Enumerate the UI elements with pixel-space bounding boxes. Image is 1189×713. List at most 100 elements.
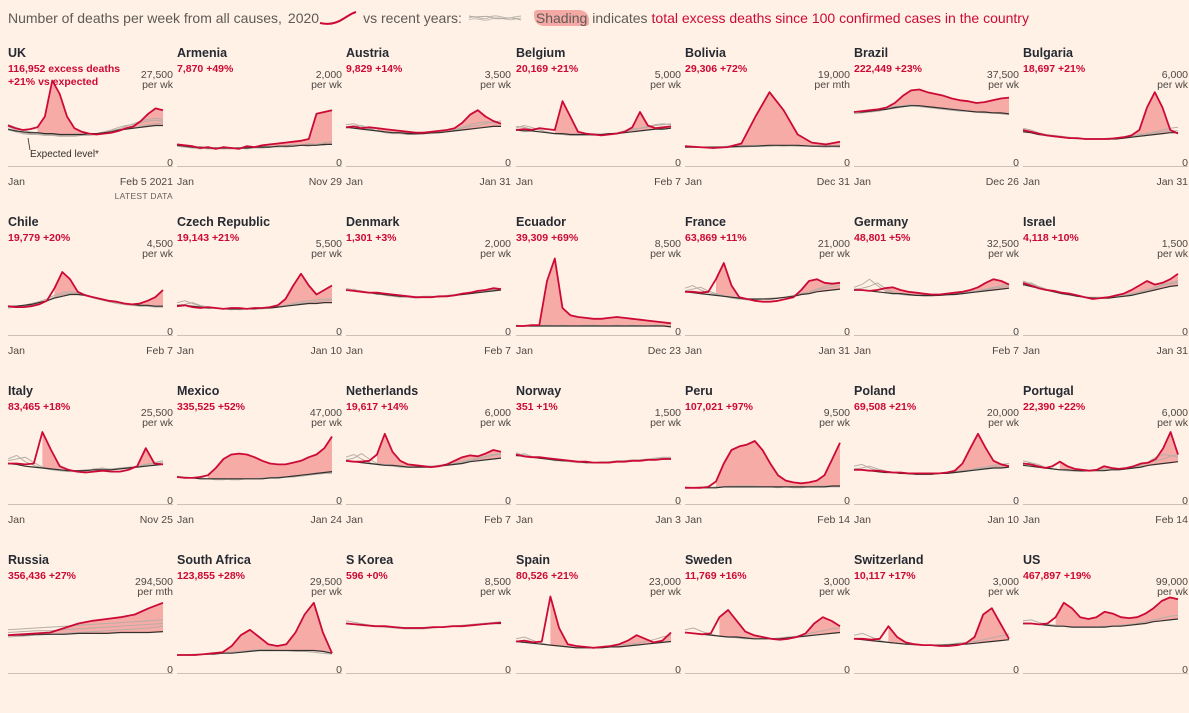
deaths-2020-line bbox=[854, 278, 1010, 296]
y-axis-unit-label: per wk bbox=[480, 417, 511, 429]
y-axis-zero-label: 0 bbox=[167, 157, 173, 169]
country-name: Sweden bbox=[685, 553, 733, 567]
excess-deaths-area bbox=[716, 441, 840, 488]
excess-deaths-label: 19,779 +20% bbox=[8, 232, 71, 244]
y-axis-max-label: 32,500 bbox=[986, 238, 1019, 250]
y-axis-unit-label: per wk bbox=[142, 417, 173, 429]
y-axis-zero-label: 0 bbox=[1013, 157, 1019, 169]
excess-percent-label: +21% vs expected bbox=[8, 76, 99, 88]
y-axis-zero-label: 0 bbox=[336, 495, 342, 507]
chart-panel-sweden: Sweden 11,769 +16% 3,000 per wk 0 bbox=[684, 553, 850, 713]
expected-level-pointer bbox=[27, 137, 31, 151]
deaths-2020-line bbox=[176, 109, 333, 150]
deaths-2020-line bbox=[516, 257, 672, 327]
y-axis-zero-label: 0 bbox=[1182, 157, 1188, 169]
y-axis-max-label: 29,500 bbox=[309, 576, 342, 588]
country-name: Chile bbox=[8, 215, 39, 229]
excess-deaths-area bbox=[719, 610, 840, 639]
deaths-2020-line bbox=[1022, 91, 1179, 140]
deaths-2020-line bbox=[854, 607, 1010, 647]
x-axis-end-label: Jan 10 bbox=[310, 345, 342, 357]
deaths-2020-line bbox=[345, 432, 502, 468]
y-axis-max-label: 8,500 bbox=[654, 238, 681, 250]
expected-level-line bbox=[684, 631, 841, 640]
header-recent: vs recent years: bbox=[363, 10, 462, 26]
y-axis-max-label: 20,000 bbox=[986, 407, 1019, 419]
deaths-2020-line bbox=[515, 595, 672, 649]
chart-panel-czech-republic: Czech Republic 19,143 +21% 5,500 per wk 0 Jan… bbox=[176, 215, 342, 375]
excess-deaths-label: 80,526 +21% bbox=[516, 570, 579, 582]
plot-france bbox=[684, 262, 850, 336]
chart-panel-denmark: Denmark 1,301 +3% 2,000 per wk 0 Jan Feb 7 bbox=[345, 215, 511, 375]
y-axis-zero-label: 0 bbox=[1182, 326, 1188, 338]
chart-panel-mexico: Mexico 335,525 +52% 47,000 per wk 0 Jan Jan 24 bbox=[176, 384, 342, 544]
country-name: Norway bbox=[516, 384, 562, 398]
deaths-2020-line bbox=[685, 262, 841, 303]
excess-deaths-area bbox=[727, 92, 840, 148]
y-axis-max-label: 2,000 bbox=[484, 238, 511, 250]
chart-panel-us: US 467,897 +19% 99,000 per wk 0 bbox=[1022, 553, 1188, 713]
y-axis-zero-label: 0 bbox=[1182, 664, 1188, 676]
excess-deaths-label: 123,855 +28% bbox=[177, 570, 246, 582]
y-axis-zero-label: 0 bbox=[675, 326, 681, 338]
excess-deaths-area bbox=[886, 89, 1009, 114]
y-axis-max-label: 99,000 bbox=[1155, 576, 1188, 588]
deaths-2020-line bbox=[7, 601, 164, 637]
chart-panel-netherlands: Netherlands 19,617 +14% 6,000 per wk 0 Jan Feb… bbox=[345, 384, 511, 544]
chart-panel-norway: Norway 351 +1% 1,500 per wk 0 Jan Jan 3 bbox=[515, 384, 681, 544]
deaths-2020-line bbox=[345, 621, 502, 629]
y-axis-zero-label: 0 bbox=[844, 157, 850, 169]
expected-level-line bbox=[854, 105, 1010, 115]
excess-deaths-label: 11,769 +16% bbox=[685, 570, 747, 582]
y-axis-unit-label: per wk bbox=[311, 586, 342, 598]
plot-armenia bbox=[176, 109, 342, 167]
deaths-2020-line bbox=[7, 79, 164, 136]
excess-deaths-area bbox=[554, 101, 671, 135]
excess-deaths-label: 19,617 +14% bbox=[346, 401, 409, 413]
country-name: UK bbox=[8, 46, 27, 60]
country-name: Armenia bbox=[177, 46, 228, 60]
x-axis-end-label: Jan 24 bbox=[310, 514, 342, 526]
excess-deaths-area bbox=[716, 263, 840, 299]
y-axis-zero-label: 0 bbox=[336, 157, 342, 169]
country-name: Denmark bbox=[346, 215, 400, 229]
excess-deaths-label: 18,697 +21% bbox=[1023, 63, 1086, 75]
deaths-2020-line bbox=[684, 609, 841, 641]
chart-panel-austria: Austria 9,829 +14% 3,500 per wk 0 Jan Jan 31 bbox=[345, 46, 511, 206]
deaths-2020-line bbox=[345, 287, 502, 299]
x-axis-end-label: Feb 7 bbox=[654, 176, 681, 188]
excess-deaths-label: 4,118 +10% bbox=[1023, 232, 1079, 244]
excess-deaths-label: 116,952 excess deaths bbox=[8, 63, 121, 75]
x-axis-end-label: Jan 10 bbox=[987, 514, 1019, 526]
expected-level-line bbox=[516, 325, 672, 328]
x-axis-end-label: Feb 7 bbox=[992, 345, 1019, 357]
y-axis-unit-label: per wk bbox=[819, 248, 850, 260]
chart-panel-italy: Italy 83,465 +18% 25,500 per wk 0 Jan Nov 25 bbox=[7, 384, 173, 544]
x-axis-start-label: Jan bbox=[1023, 514, 1040, 526]
plot-italy bbox=[7, 431, 173, 505]
x-axis-end-label: Feb 14 bbox=[817, 514, 850, 526]
deaths-2020-line bbox=[1023, 596, 1179, 626]
y-axis-unit-label: per wk bbox=[650, 248, 681, 260]
expected-level-line bbox=[1022, 461, 1179, 472]
chart-panel-s-korea: S Korea 596 +0% 8,500 per wk 0 bbox=[345, 553, 511, 713]
x-axis-end-label: Dec 26 bbox=[985, 176, 1019, 188]
excess-deaths-label: 351 +1% bbox=[516, 401, 558, 413]
y-axis-max-label: 4,500 bbox=[146, 238, 173, 250]
chart-panel-switzerland: Switzerland 10,117 +17% 3,000 per wk 0 bbox=[853, 553, 1019, 713]
deaths-2020-line bbox=[854, 432, 1010, 475]
y-axis-zero-label: 0 bbox=[844, 495, 850, 507]
deaths-2020-line bbox=[515, 100, 672, 137]
y-axis-max-label: 19,000 bbox=[817, 69, 850, 81]
chart-panel-uk: UK 116,952 excess deaths +21% vs expected 2… bbox=[7, 46, 173, 206]
y-axis-zero-label: 0 bbox=[505, 664, 511, 676]
x-axis-end-label: Feb 7 bbox=[484, 514, 511, 526]
chart-panel-poland: Poland 69,508 +21% 20,000 per wk 0 Jan Jan 10 bbox=[853, 384, 1019, 544]
excess-deaths-label: 107,021 +97% bbox=[685, 401, 754, 413]
excess-deaths-label: 20,169 +21% bbox=[516, 63, 579, 75]
excess-deaths-area bbox=[1055, 597, 1178, 628]
plot-bulgaria bbox=[1022, 91, 1188, 167]
y-axis-unit-label: per wk bbox=[142, 79, 173, 91]
x-axis-start-label: Jan bbox=[854, 176, 871, 188]
x-axis-start-label: Jan bbox=[346, 176, 363, 188]
